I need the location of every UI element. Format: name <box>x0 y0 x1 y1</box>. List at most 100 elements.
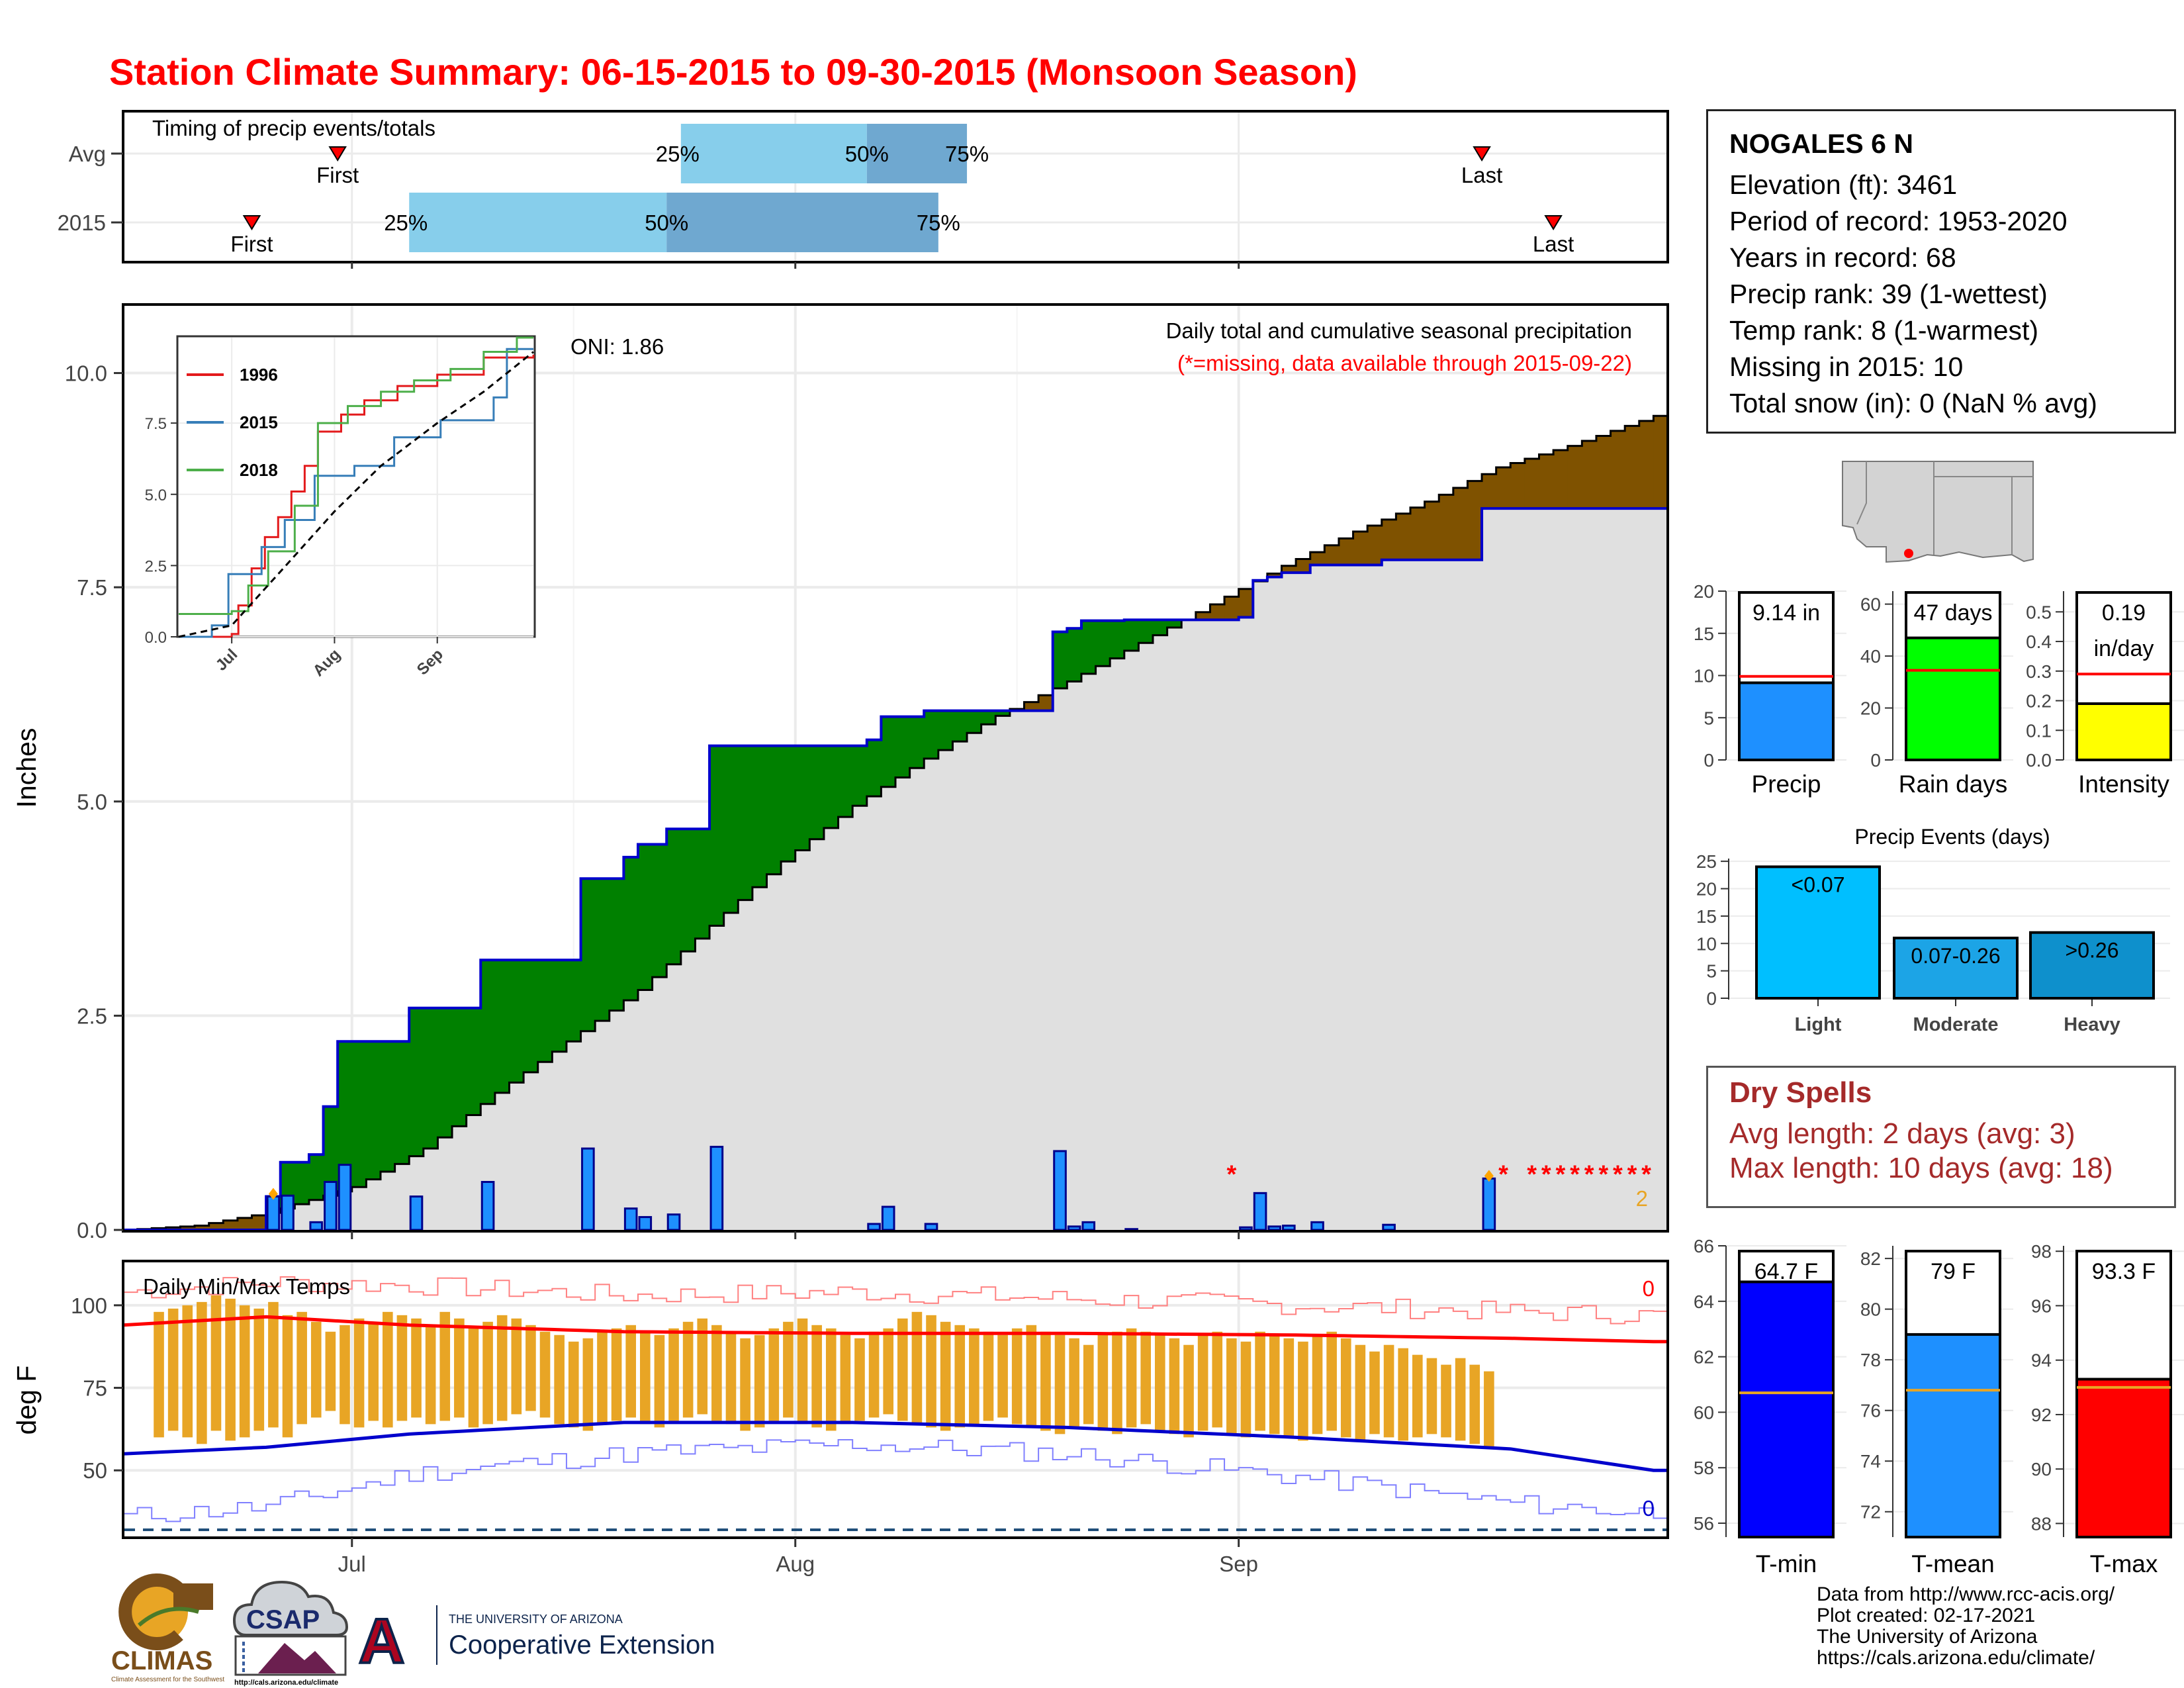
below-avg-area <box>1296 559 1311 573</box>
record-max-line <box>123 1276 1668 1325</box>
below-avg-area <box>1653 416 1668 509</box>
timing-bar-q25-q50 <box>409 193 667 252</box>
daily-temp-bar <box>1455 1358 1466 1441</box>
above-avg-area <box>866 739 882 797</box>
avg-cumulative-line <box>123 414 1668 1231</box>
small-chart-tick-label: 66 <box>1694 1236 1714 1256</box>
precip-panel: * * * * * * * * * * * 0.02.55.07.510.0 Inches Dail… <box>11 303 1669 1243</box>
daily-temp-bar <box>1298 1341 1308 1441</box>
climas-logo-text: CLIMAS <box>111 1646 212 1675</box>
first-last-diamond <box>268 1188 278 1200</box>
daily-temp-bar <box>1369 1351 1380 1434</box>
daily-temp-bar <box>1112 1331 1122 1434</box>
events-y-tick-label: 5 <box>1706 961 1717 982</box>
above-avg-area <box>1067 628 1082 682</box>
above-avg-area <box>381 1041 396 1172</box>
below-avg-area <box>1310 552 1325 565</box>
daily-temp-bar <box>439 1311 451 1421</box>
timing-first-marker <box>328 146 347 162</box>
seasonal-totals-bars: 0 5 10 15 20 9.14 in Precip 0 20 40 60 47 days Rain … <box>1694 581 2184 798</box>
climas-logo-tagline: Climate Assessment for the Southwest <box>111 1676 224 1683</box>
above-avg-area <box>1052 632 1068 688</box>
small-chart-value-label: 0.19 <box>2102 600 2146 626</box>
daily-temp-bar <box>368 1321 379 1421</box>
above-avg-area <box>924 710 939 759</box>
precip-y-tick-label: 10.0 <box>65 361 107 386</box>
page-title: Station Climate Summary: 06-15-2015 to 0… <box>109 51 1357 93</box>
small-chart-tick-label: 96 <box>2031 1295 2052 1316</box>
above-avg-area <box>952 710 968 742</box>
events-category-label: Heavy <box>2064 1014 2120 1035</box>
locator-map <box>1842 461 2034 566</box>
small-chart-tick-label: 0.2 <box>2026 691 2052 712</box>
below-avg-area <box>1324 545 1340 565</box>
daily-temp-bar <box>1212 1331 1223 1428</box>
daily-temp-bar <box>539 1331 551 1418</box>
dry-spells-avg: Avg length: 2 days (avg: 3) <box>1729 1117 2075 1150</box>
above-avg-area <box>809 745 825 839</box>
footer-credits: Data from http://www.rcc-acis.org/ Plot … <box>1817 1584 2115 1669</box>
precip-panel-frame <box>122 303 1669 1233</box>
small-chart-tick-label: 0 <box>1704 750 1714 771</box>
daily-precip-bar <box>1253 1192 1267 1231</box>
below-avg-area <box>1210 604 1225 620</box>
daily-temp-bar <box>1383 1344 1394 1438</box>
daily-temp-bar <box>1054 1335 1066 1434</box>
daily-temp-bar <box>883 1328 893 1415</box>
above-avg-area <box>995 710 1011 716</box>
missing-marker: * <box>1598 1161 1608 1189</box>
station-years: Years in record: 68 <box>1729 242 1956 273</box>
small-chart-tick-label: 15 <box>1694 624 1714 644</box>
small-chart-category: T-mean <box>1911 1550 1994 1577</box>
footer-university: The University of Arizona <box>1817 1626 2038 1648</box>
daily-temp-bar <box>296 1311 307 1425</box>
inset-gridlines <box>179 338 533 637</box>
daily-temp-bar <box>1097 1335 1109 1431</box>
above-avg-area <box>723 745 739 914</box>
daily-temp-bar <box>868 1331 880 1418</box>
below-avg-area <box>1238 588 1253 618</box>
daily-temp-bar <box>268 1301 279 1428</box>
daily-temp-bar <box>1183 1344 1194 1438</box>
date-x-tick-label: Jul <box>338 1552 366 1576</box>
daily-temp-bar <box>697 1318 708 1415</box>
above-avg-area <box>909 716 925 769</box>
temp-max-missing: 0 <box>1643 1276 1655 1301</box>
timing-rows: Avg 25% 50% 75% First Last 2015 25% 50% 75% First L… <box>58 124 1574 256</box>
daily-temp-bar <box>597 1331 608 1425</box>
precip-chart-subtitle: (*=missing, data available through 2015-… <box>1177 351 1632 375</box>
small-chart-category: Rain days <box>1899 771 2008 798</box>
precip-chart-title: Daily total and cumulative seasonal prec… <box>1166 318 1632 343</box>
above-avg-area <box>595 878 610 1021</box>
below-avg-area <box>1024 702 1039 711</box>
events-category-label: Light <box>1795 1014 1842 1035</box>
timing-first-label: First <box>230 232 273 256</box>
events-y-tick-label: 10 <box>1696 933 1717 954</box>
climas-logo-cactus <box>138 1607 199 1627</box>
below-avg-area <box>195 1225 210 1230</box>
daily-temp-bar <box>353 1318 365 1428</box>
small-chart-tick-label: 82 <box>1860 1248 1881 1269</box>
daily-temp-bar <box>525 1325 536 1411</box>
missing-marker: * <box>1527 1161 1537 1189</box>
daily-temp-bar <box>1441 1364 1451 1438</box>
above-avg-area <box>638 844 653 990</box>
footer-url: https://cals.arizona.edu/climate/ <box>1817 1647 2095 1669</box>
daily-temp-bar <box>454 1318 465 1418</box>
below-avg-area <box>1582 441 1597 509</box>
above-avg-area <box>295 1162 310 1205</box>
daily-temp-bar <box>797 1318 808 1425</box>
temp-y-label: deg F <box>11 1366 42 1435</box>
daily-temp-bar <box>1255 1331 1265 1431</box>
dry-spells-box: Dry Spells Avg length: 2 days (avg: 3) M… <box>1706 1066 2176 1208</box>
daily-temp-bar <box>554 1335 565 1425</box>
below-avg-area <box>223 1220 238 1230</box>
temp-min-missing: 0 <box>1643 1496 1655 1521</box>
below-avg-area <box>180 1226 195 1230</box>
daily-precip-bar <box>1282 1225 1296 1231</box>
temp-y-tick-label: 100 <box>71 1293 107 1318</box>
above-avg-area <box>1081 620 1097 674</box>
daily-temp-bar <box>154 1311 164 1438</box>
small-chart-tick-label: 5 <box>1704 708 1714 728</box>
